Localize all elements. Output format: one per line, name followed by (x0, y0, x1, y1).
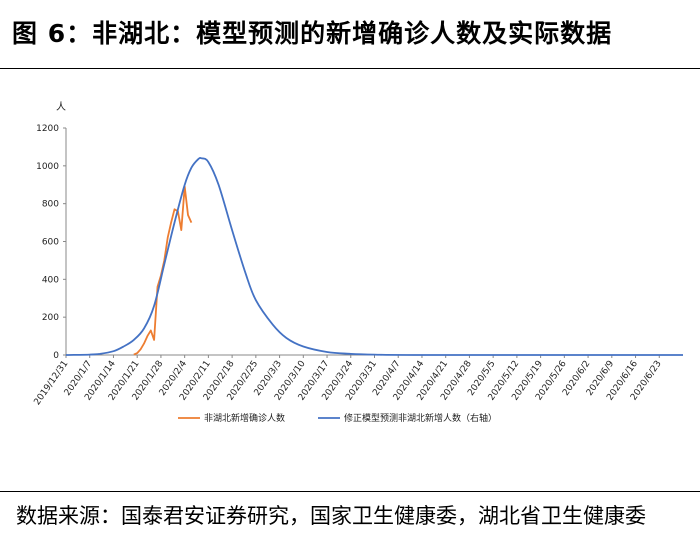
data-source: 数据来源：国泰君安证券研究，国家卫生健康委，湖北省卫生健康委 (16, 504, 646, 528)
legend-label: 非湖北新增确诊人数 (204, 412, 285, 424)
legend-label: 修正模型预测非湖北新增人数（右轴） (344, 412, 497, 424)
y-tick-label: 400 (42, 275, 59, 285)
chart-series (65, 157, 683, 356)
y-tick-label: 1200 (36, 124, 59, 134)
bottom-divider (0, 491, 700, 492)
y-tick-label: 200 (42, 313, 59, 323)
y-axis-label: 人 (56, 101, 66, 113)
y-tick-label: 1000 (36, 162, 59, 172)
x-tick-label: 2019/12/31 (33, 359, 71, 407)
line-chart: 0 200 400 600 800 1000 1200 2019/12/312020/1/7… (33, 101, 683, 424)
series-line-model (65, 157, 683, 356)
y-tick-labels: 0 200 400 600 800 1000 1200 (36, 124, 59, 361)
top-divider (0, 68, 700, 69)
y-tick-label: 600 (42, 238, 59, 248)
chart-legend: 非湖北新增确诊人数 修正模型预测非湖北新增人数（右轴） (178, 412, 497, 424)
y-tick-label: 0 (53, 351, 59, 361)
y-tick-label: 800 (42, 200, 59, 210)
chart-title: 图 6：非湖北：模型预测的新增确诊人数及实际数据 (12, 19, 613, 48)
x-tick-labels: 2019/12/312020/1/72020/1/142020/1/212020… (33, 359, 664, 407)
